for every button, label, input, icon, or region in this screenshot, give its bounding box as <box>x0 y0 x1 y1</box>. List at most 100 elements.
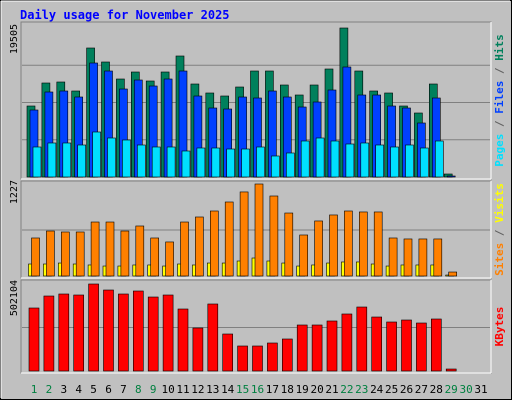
bar <box>90 221 100 277</box>
bar <box>122 139 131 178</box>
bar <box>330 140 340 178</box>
bar <box>448 271 458 277</box>
bar <box>314 220 323 277</box>
bar <box>375 144 385 178</box>
x-tick-label: 5 <box>90 383 97 396</box>
bar <box>241 148 250 178</box>
bar <box>341 313 353 372</box>
bar <box>177 308 189 372</box>
bar <box>105 221 115 277</box>
bar <box>401 319 412 372</box>
bar <box>166 146 176 178</box>
legend-entry: Visits <box>493 183 506 223</box>
x-tick-label: 9 <box>150 383 157 396</box>
bar <box>420 147 429 178</box>
bar <box>46 230 55 277</box>
bar <box>226 148 235 178</box>
bar <box>77 144 86 178</box>
x-tick-label: 29 <box>445 383 458 396</box>
bar <box>345 143 355 178</box>
bar <box>296 324 308 372</box>
bar <box>252 345 263 372</box>
legend-separator: / <box>493 114 506 134</box>
x-tick-label: 27 <box>415 383 428 396</box>
bar <box>390 146 399 178</box>
bar <box>147 296 159 372</box>
y-tick-label: 1227 <box>9 180 20 204</box>
x-tick-label: 31 <box>474 383 487 396</box>
x-tick-label: 8 <box>135 383 142 396</box>
x-tick-label: 15 <box>236 383 249 396</box>
bar <box>281 338 293 372</box>
legend-entry: Hits <box>493 34 506 61</box>
bar <box>418 238 428 277</box>
bar <box>269 195 279 277</box>
bar <box>358 211 368 277</box>
x-tick-label: 30 <box>459 383 472 396</box>
bar <box>31 237 40 277</box>
x-tick-label: 24 <box>370 383 384 396</box>
x-tick-label: 16 <box>251 383 264 396</box>
bar <box>254 183 264 277</box>
x-tick-label: 1 <box>31 383 38 396</box>
bar <box>43 295 55 372</box>
bar <box>103 289 114 372</box>
bar <box>446 175 456 178</box>
bar <box>285 152 295 178</box>
legend-separator: / <box>493 223 506 243</box>
bar <box>445 368 457 372</box>
bar <box>315 137 325 178</box>
bar <box>373 211 383 277</box>
x-tick-label: 2 <box>46 383 53 396</box>
bar <box>196 147 206 178</box>
bar <box>195 216 204 277</box>
bar <box>88 283 99 372</box>
chart-title: Daily usage for November 2025 <box>20 8 230 22</box>
x-tick-label: 26 <box>400 383 413 396</box>
x-tick-label: 6 <box>105 383 112 396</box>
bar <box>135 225 145 277</box>
bar <box>403 238 413 277</box>
bar <box>386 321 397 372</box>
bar <box>118 293 129 372</box>
bar <box>162 294 174 372</box>
bar <box>192 327 204 372</box>
bar <box>165 241 174 277</box>
x-tick-label: 13 <box>206 383 219 396</box>
legend: Pages / Files / Hits <box>493 34 506 167</box>
bar <box>150 237 159 277</box>
bar <box>32 146 42 178</box>
x-tick-label: 20 <box>310 383 323 396</box>
bar <box>120 230 130 277</box>
bar <box>180 221 189 277</box>
bar <box>405 144 414 178</box>
bar <box>271 155 280 178</box>
bar <box>311 324 323 372</box>
bar <box>211 147 221 178</box>
x-tick-label: 18 <box>281 383 294 396</box>
bar <box>60 231 70 277</box>
legend-separator: / <box>493 61 506 81</box>
bar <box>434 140 444 178</box>
bar <box>371 316 383 372</box>
bar <box>416 322 427 372</box>
bar <box>75 231 85 277</box>
bar <box>326 320 338 372</box>
bar <box>237 345 248 372</box>
x-tick-label: 12 <box>191 383 204 396</box>
bar <box>222 333 233 372</box>
bar <box>360 142 370 178</box>
bar <box>299 234 309 277</box>
bar <box>256 146 265 178</box>
legend-entry: KBytes <box>493 307 506 347</box>
legend-entry: Sites <box>493 243 506 276</box>
bar <box>388 237 398 277</box>
bar <box>224 201 234 277</box>
legend-entry: Files <box>493 81 506 114</box>
bar <box>181 150 191 178</box>
bar <box>267 342 278 372</box>
bar <box>107 137 116 178</box>
y-tick-label: 502104 <box>9 280 20 316</box>
legend-entry: Pages <box>493 134 506 167</box>
